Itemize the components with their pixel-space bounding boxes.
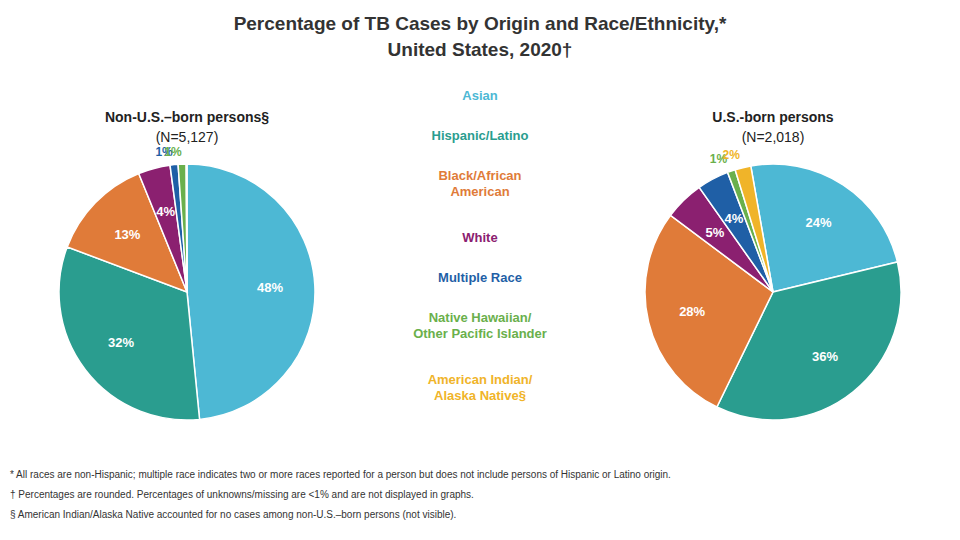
data-label: 13% <box>114 227 140 242</box>
pie-title: U.S.-born persons <box>712 109 834 125</box>
pie-slice <box>170 164 187 292</box>
pie-subtitle: (N=5,127) <box>156 129 219 145</box>
footnote: * All races are non-Hispanic; multiple r… <box>10 469 671 480</box>
pie-slice <box>178 164 187 292</box>
pie-chart: Non-U.S.–born persons§ (N=5,127) 48% 32% 13%… <box>59 109 315 420</box>
legend-entry: Multiple Race <box>438 270 522 285</box>
legend-entry-line: American Indian/ <box>428 372 533 387</box>
title: United States, 2020† <box>388 39 573 60</box>
legend-entry: Native Hawaiian/Other Pacific Islander <box>413 310 547 341</box>
pie <box>59 164 315 420</box>
footnote: § American Indian/Alaska Native accounte… <box>10 509 456 520</box>
pie-subtitle: (N=2,018) <box>742 129 805 145</box>
legend-entry-line: Other Pacific Islander <box>413 326 547 341</box>
pie-chart: U.S.-born persons(N=2,018)24%36%28%5%4%1… <box>645 109 901 420</box>
pie-slice <box>187 164 315 419</box>
data-label: 24% <box>806 215 832 230</box>
data-label: 5% <box>706 225 725 240</box>
legend-entry-line: Alaska Native§ <box>434 388 526 403</box>
data-labels: 48%32%13%4%1%1% <box>108 145 284 351</box>
pie-slice <box>185 164 187 292</box>
legend-entry: White <box>462 230 497 245</box>
data-label: 32% <box>108 335 134 350</box>
pie-slice <box>735 166 773 292</box>
data-label: 2% <box>723 148 741 162</box>
legend-entry: Black/AfricanAmerican <box>438 168 521 199</box>
legend-entry: Hispanic/Latino <box>432 128 529 143</box>
title-group: Percentage of TB Cases by Origin and Rac… <box>234 13 727 60</box>
data-label: 1% <box>164 145 182 159</box>
legend-entry-line: Black/African <box>438 168 521 183</box>
data-labels: 24%36%28%5%4%1%2% <box>679 148 838 364</box>
legend-entry-line: Multiple Race <box>438 270 522 285</box>
legend-entry-line: American <box>450 184 509 199</box>
legend: AsianHispanic/LatinoBlack/AfricanAmerica… <box>413 88 547 403</box>
legend-entry-line: White <box>462 230 497 245</box>
data-label: 4% <box>156 204 175 219</box>
data-label: 28% <box>679 304 705 319</box>
footnote: † Percentages are rounded. Percentages o… <box>10 489 474 500</box>
legend-entry-line: Asian <box>462 88 497 103</box>
legend-entry: Asian <box>462 88 497 103</box>
legend-entry: American Indian/Alaska Native§ <box>428 372 533 403</box>
legend-entry-line: Native Hawaiian/ <box>429 310 532 325</box>
pie-title: Non-U.S.–born persons§ <box>105 109 269 125</box>
data-label: 4% <box>725 211 744 226</box>
data-label: 48% <box>257 280 283 295</box>
data-label: 36% <box>812 349 838 364</box>
footnotes: * All races are non-Hispanic; multiple r… <box>10 469 671 520</box>
title: Percentage of TB Cases by Origin and Rac… <box>234 13 727 34</box>
legend-entry-line: Hispanic/Latino <box>432 128 529 143</box>
chart: Percentage of TB Cases by Origin and Rac… <box>0 0 960 540</box>
pie <box>645 164 901 420</box>
